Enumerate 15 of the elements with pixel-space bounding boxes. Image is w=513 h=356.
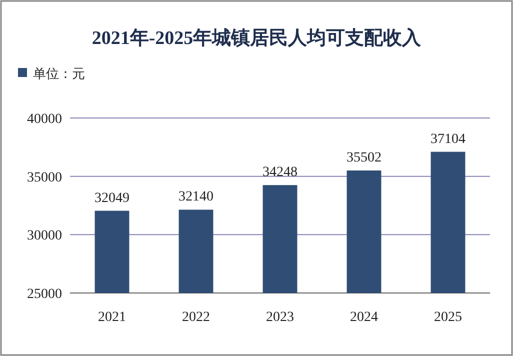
legend-label: 单位：元 — [33, 67, 85, 82]
data-label: 32049 — [94, 190, 130, 206]
y-tick-label: 30000 — [27, 228, 62, 244]
x-tick-label: 2025 — [434, 310, 462, 325]
y-tick-label: 25000 — [27, 287, 62, 302]
y-tick-label: 40000 — [27, 112, 62, 127]
data-label: 32140 — [178, 190, 214, 205]
chart-title: 2021年-2025年城镇居民人均可支配收入 — [92, 27, 422, 49]
x-tick-label: 2021 — [98, 310, 126, 325]
x-tick-label: 2024 — [350, 310, 378, 325]
y-tick-label: 35000 — [27, 170, 62, 186]
data-label: 35502 — [346, 150, 382, 166]
x-tick-label: 2022 — [182, 310, 210, 325]
data-label: 37104 — [430, 132, 466, 147]
x-tick-label: 2023 — [266, 310, 294, 325]
